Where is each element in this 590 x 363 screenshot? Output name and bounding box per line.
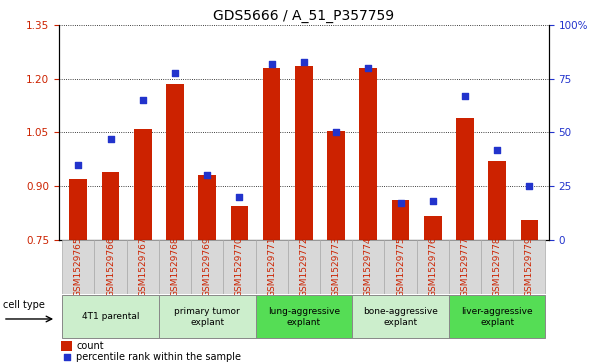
Bar (481, 240, 513, 294)
Bar (359, 68, 377, 240)
Bar (62, 240, 94, 294)
Bar (166, 84, 184, 240)
Point (332, 130, 341, 135)
Point (171, 70, 180, 76)
Text: GSM1529779: GSM1529779 (525, 236, 534, 297)
Text: GSM1529775: GSM1529775 (396, 236, 405, 297)
Bar (352, 240, 385, 294)
Bar (198, 175, 216, 240)
Bar (449, 240, 481, 294)
Text: bone-aggressive
explant: bone-aggressive explant (363, 307, 438, 327)
Bar (449, 295, 546, 338)
Point (525, 183, 534, 189)
Point (74, 162, 83, 168)
Bar (320, 240, 352, 294)
Point (396, 200, 405, 206)
Bar (295, 66, 313, 240)
Bar (263, 68, 280, 240)
Text: GSM1529773: GSM1529773 (332, 236, 340, 297)
Bar (385, 240, 417, 294)
Point (493, 147, 502, 152)
Point (267, 61, 276, 67)
Bar (424, 216, 441, 240)
Text: GSM1529770: GSM1529770 (235, 236, 244, 297)
Text: GSM1529774: GSM1529774 (364, 237, 373, 297)
Bar (513, 240, 546, 294)
Point (202, 172, 212, 178)
Bar (520, 220, 538, 240)
Bar (456, 118, 474, 240)
Bar (127, 240, 159, 294)
Bar (327, 131, 345, 240)
Text: GSM1529772: GSM1529772 (299, 237, 309, 297)
Bar (255, 295, 352, 338)
Text: 4T1 parental: 4T1 parental (82, 312, 139, 321)
Text: liver-aggressive
explant: liver-aggressive explant (461, 307, 533, 327)
Bar (352, 295, 449, 338)
Point (235, 194, 244, 200)
Bar (417, 240, 449, 294)
Point (138, 97, 148, 103)
Bar (489, 161, 506, 240)
Text: GSM1529767: GSM1529767 (138, 236, 148, 297)
Point (62, 354, 71, 360)
Point (106, 136, 115, 142)
Text: GSM1529765: GSM1529765 (74, 236, 83, 297)
Bar (288, 240, 320, 294)
Text: GSM1529766: GSM1529766 (106, 236, 115, 297)
Text: primary tumor
explant: primary tumor explant (174, 307, 240, 327)
Text: GSM1529771: GSM1529771 (267, 236, 276, 297)
Bar (62, 295, 159, 338)
Text: GSM1529776: GSM1529776 (428, 236, 437, 297)
Title: GDS5666 / A_51_P357759: GDS5666 / A_51_P357759 (214, 9, 394, 23)
Bar (61, 341, 72, 351)
Bar (255, 240, 288, 294)
Text: cell type: cell type (3, 300, 45, 310)
Bar (134, 129, 152, 240)
Point (363, 65, 373, 71)
Text: percentile rank within the sample: percentile rank within the sample (76, 352, 241, 362)
Bar (223, 240, 255, 294)
Bar (70, 179, 87, 240)
Point (428, 198, 437, 204)
Text: lung-aggressive
explant: lung-aggressive explant (268, 307, 340, 327)
Bar (94, 240, 127, 294)
Bar (101, 172, 119, 240)
Point (299, 59, 309, 65)
Text: GSM1529769: GSM1529769 (203, 236, 212, 297)
Text: count: count (76, 341, 104, 351)
Bar (392, 200, 409, 240)
Text: GSM1529778: GSM1529778 (493, 236, 502, 297)
Bar (159, 295, 255, 338)
Bar (231, 206, 248, 240)
Text: GSM1529777: GSM1529777 (460, 236, 470, 297)
Text: GSM1529768: GSM1529768 (171, 236, 179, 297)
Bar (191, 240, 223, 294)
Bar (159, 240, 191, 294)
Point (460, 93, 470, 99)
